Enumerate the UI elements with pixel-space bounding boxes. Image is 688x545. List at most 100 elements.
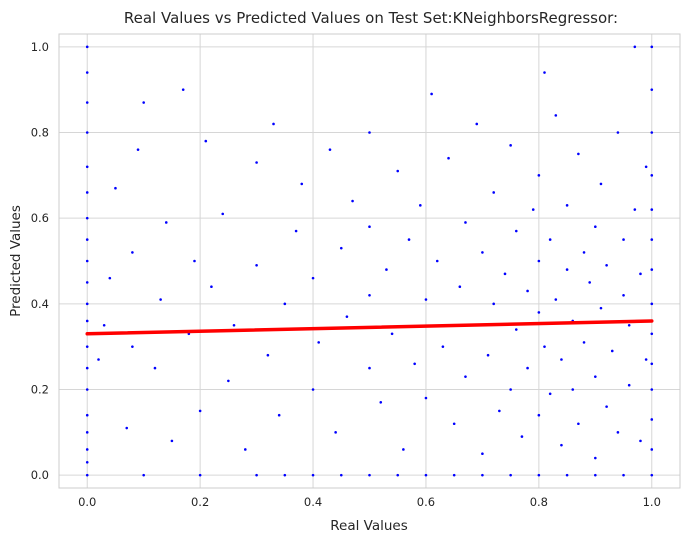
data-point — [554, 114, 558, 117]
data-point — [385, 268, 388, 271]
data-point — [272, 122, 275, 126]
data-point — [633, 208, 637, 211]
data-point — [181, 88, 185, 91]
data-point — [594, 473, 597, 477]
data-point — [452, 473, 456, 477]
data-point — [622, 293, 625, 297]
data-point — [644, 165, 648, 169]
data-point — [650, 88, 654, 91]
data-point — [475, 122, 479, 126]
data-point — [334, 431, 337, 434]
fit-line-group — [85, 319, 654, 336]
data-point — [294, 229, 298, 233]
data-point — [136, 148, 140, 151]
data-point — [85, 259, 89, 263]
data-point — [543, 71, 546, 74]
x-axis-label: Real Values — [330, 518, 408, 534]
data-point — [650, 448, 654, 451]
data-point — [537, 413, 541, 417]
data-point — [639, 439, 642, 443]
data-point — [85, 71, 89, 74]
data-point — [605, 263, 608, 267]
data-point — [85, 431, 89, 434]
data-point — [644, 358, 648, 361]
data-point — [633, 45, 637, 49]
data-point — [650, 45, 654, 49]
data-point — [605, 405, 608, 408]
data-point — [627, 383, 631, 387]
data-point — [464, 221, 467, 224]
data-point — [198, 473, 202, 477]
data-point — [537, 259, 541, 263]
data-point — [492, 302, 496, 306]
data-point — [498, 409, 501, 413]
data-point — [571, 388, 575, 391]
data-point — [85, 473, 89, 477]
data-point — [339, 246, 343, 250]
data-point — [594, 225, 597, 229]
data-point — [509, 473, 512, 477]
data-point — [153, 366, 157, 370]
data-point — [650, 238, 654, 241]
data-point — [85, 191, 89, 194]
data-point — [486, 353, 490, 357]
data-point — [531, 208, 535, 211]
data-point — [537, 174, 541, 177]
data-point — [368, 225, 371, 229]
data-point — [85, 101, 89, 104]
data-point — [419, 204, 422, 207]
data-point — [85, 131, 89, 134]
data-point — [131, 251, 134, 254]
data-point — [85, 238, 89, 241]
data-point — [368, 366, 371, 370]
data-point — [85, 413, 89, 417]
data-point — [599, 306, 603, 310]
data-point — [396, 169, 400, 173]
data-point — [97, 358, 100, 361]
data-point — [311, 388, 315, 391]
data-point — [650, 418, 654, 421]
data-point — [413, 362, 416, 366]
data-point — [481, 251, 484, 254]
data-point — [266, 353, 270, 357]
y-tick-label: 0.4 — [31, 297, 49, 311]
data-point — [85, 388, 89, 391]
data-point — [277, 413, 281, 417]
data-point — [407, 238, 411, 241]
data-point — [204, 139, 208, 143]
data-point — [560, 358, 563, 361]
data-point — [164, 221, 168, 224]
data-point — [577, 422, 580, 426]
data-point — [594, 456, 597, 460]
x-tick-label: 0.4 — [304, 495, 322, 509]
data-point — [125, 426, 129, 430]
data-point — [565, 268, 569, 271]
data-point — [650, 332, 654, 336]
data-point — [537, 473, 541, 477]
data-point — [210, 285, 213, 288]
data-point — [537, 311, 541, 314]
data-points — [85, 45, 654, 477]
data-point — [464, 375, 467, 378]
data-point — [424, 298, 428, 301]
data-point — [85, 45, 89, 49]
data-point — [311, 276, 315, 280]
data-point — [85, 281, 89, 284]
data-point — [159, 298, 162, 301]
y-tick-label: 0.2 — [31, 382, 49, 396]
data-point — [650, 388, 654, 391]
data-point — [565, 204, 569, 207]
data-point — [503, 272, 507, 276]
data-point — [255, 263, 258, 267]
data-point — [424, 396, 428, 400]
data-point — [328, 148, 332, 151]
data-point — [255, 473, 258, 477]
data-point — [481, 452, 484, 456]
data-point — [458, 285, 462, 288]
x-tick-label: 0.0 — [78, 495, 96, 509]
x-tick-label: 0.8 — [530, 495, 548, 509]
data-point — [227, 379, 230, 383]
data-point — [441, 345, 445, 348]
data-point — [142, 473, 145, 477]
data-point — [554, 298, 558, 301]
